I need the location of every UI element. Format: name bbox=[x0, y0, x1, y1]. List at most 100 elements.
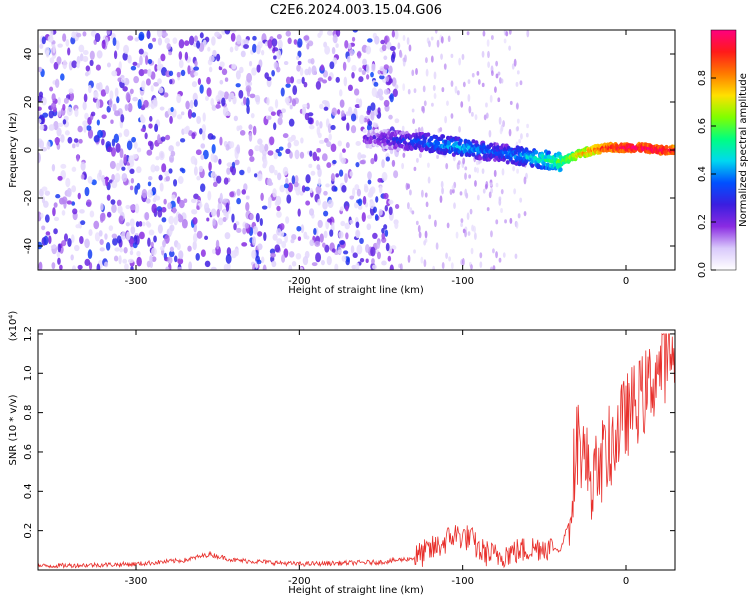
heatmap-cell bbox=[376, 251, 381, 260]
heatmap-cell bbox=[520, 133, 523, 140]
heatmap-cell bbox=[304, 186, 311, 192]
heatmap-cell bbox=[446, 141, 451, 146]
heatmap-cell bbox=[493, 169, 497, 178]
heatmap-cell bbox=[489, 266, 493, 270]
heatmap-cell bbox=[176, 242, 181, 251]
heatmap-cell bbox=[349, 219, 354, 224]
heatmap-cell bbox=[272, 47, 279, 52]
heatmap-cell bbox=[495, 219, 499, 225]
heatmap-cell bbox=[388, 65, 393, 74]
heatmap-cell bbox=[352, 30, 358, 33]
heatmap-cell bbox=[210, 266, 217, 270]
heatmap-cell bbox=[225, 253, 232, 264]
y-tick-label: -40 bbox=[23, 238, 34, 254]
heatmap-cell bbox=[489, 142, 494, 148]
heatmap-cell bbox=[381, 227, 385, 234]
heatmap-cell bbox=[431, 102, 434, 107]
heatmap-cell bbox=[299, 67, 304, 77]
heatmap-cell bbox=[71, 201, 76, 206]
heatmap-cell bbox=[400, 130, 405, 135]
heatmap-cell bbox=[101, 114, 107, 120]
heatmap-cell bbox=[116, 96, 120, 104]
heatmap-cell bbox=[350, 113, 357, 122]
heatmap-cell bbox=[340, 157, 346, 164]
heatmap-cell bbox=[226, 162, 233, 168]
heatmap-cell bbox=[310, 58, 315, 65]
heatmap-cell bbox=[168, 250, 175, 258]
heatmap-cell bbox=[515, 221, 519, 229]
heatmap-cell bbox=[199, 32, 204, 39]
heatmap-cell bbox=[267, 39, 273, 49]
heatmap-cell bbox=[291, 175, 296, 185]
heatmap-cell bbox=[392, 88, 398, 98]
heatmap-cell bbox=[412, 118, 415, 125]
heatmap-cell bbox=[212, 49, 217, 57]
heatmap-cell bbox=[200, 249, 206, 257]
heatmap-cell bbox=[500, 207, 503, 213]
heatmap-cell bbox=[193, 99, 198, 107]
heatmap-cell bbox=[303, 81, 308, 88]
heatmap-cell bbox=[485, 102, 488, 108]
heatmap-cell bbox=[323, 230, 328, 239]
heatmap-cell bbox=[149, 141, 154, 151]
heatmap-cell bbox=[53, 61, 59, 70]
heatmap-cell bbox=[350, 125, 357, 134]
heatmap-cell bbox=[409, 207, 413, 213]
heatmap-cell bbox=[95, 64, 101, 71]
heatmap-cell bbox=[253, 173, 258, 178]
heatmap-cell bbox=[348, 106, 353, 116]
heatmap-cell bbox=[523, 210, 527, 217]
heatmap-cell bbox=[136, 256, 142, 267]
heatmap-cell bbox=[381, 232, 386, 240]
heatmap-cell bbox=[315, 252, 322, 263]
heatmap-cell bbox=[381, 44, 387, 52]
heatmap-cell bbox=[94, 32, 101, 43]
heatmap-cell bbox=[159, 182, 164, 192]
heatmap-cell bbox=[243, 44, 249, 49]
heatmap-cell bbox=[158, 150, 165, 161]
heatmap-cell bbox=[297, 60, 302, 66]
heatmap-cell bbox=[450, 53, 454, 58]
heatmap-cell bbox=[319, 233, 324, 243]
heatmap-cell bbox=[289, 104, 293, 110]
colorbar-tick-label: 0.8 bbox=[697, 70, 708, 86]
heatmap-cell bbox=[178, 39, 185, 49]
heatmap-cell bbox=[77, 264, 83, 270]
heatmap-cell bbox=[165, 266, 170, 270]
heatmap-cell bbox=[138, 69, 145, 77]
heatmap-cell bbox=[218, 158, 222, 165]
heatmap-cell bbox=[94, 232, 100, 242]
heatmap-cell bbox=[192, 92, 198, 102]
heatmap-cell bbox=[157, 133, 161, 144]
heatmap-cell bbox=[236, 34, 242, 45]
heatmap-cell bbox=[74, 108, 79, 118]
heatmap-cell bbox=[309, 150, 313, 157]
heatmap-cell bbox=[234, 44, 239, 52]
heatmap-cell bbox=[168, 51, 173, 56]
heatmap-cell bbox=[299, 191, 304, 196]
heatmap-cell bbox=[346, 55, 351, 63]
heatmap-cell bbox=[197, 78, 202, 86]
heatmap-cell bbox=[178, 51, 183, 60]
heatmap-cell bbox=[129, 185, 134, 191]
heatmap-cell bbox=[317, 178, 322, 186]
heatmap-cell bbox=[109, 160, 116, 170]
heatmap-cell bbox=[163, 92, 169, 98]
heatmap-cell bbox=[99, 212, 106, 222]
heatmap-cell bbox=[420, 189, 424, 198]
heatmap-cell bbox=[84, 186, 90, 197]
snr-panel: -300 -200 -100 0 0.2 0.4 0.6 0.8 1.0 1.2 Height … bbox=[8, 311, 676, 596]
heatmap-cell bbox=[365, 45, 372, 55]
heatmap-cell bbox=[130, 266, 134, 270]
heatmap-cell bbox=[449, 189, 453, 196]
heatmap-cell bbox=[497, 97, 501, 103]
heatmap-cell bbox=[195, 252, 200, 261]
heatmap-cell bbox=[417, 127, 421, 133]
heatmap-cell bbox=[192, 232, 198, 243]
heatmap-cell bbox=[463, 148, 468, 154]
heatmap-cell bbox=[389, 45, 396, 52]
heatmap-cell bbox=[369, 200, 375, 210]
snr-x-label: Height of straight line (km) bbox=[288, 585, 424, 596]
heatmap-cell bbox=[38, 241, 43, 250]
heatmap-cell bbox=[133, 234, 138, 245]
